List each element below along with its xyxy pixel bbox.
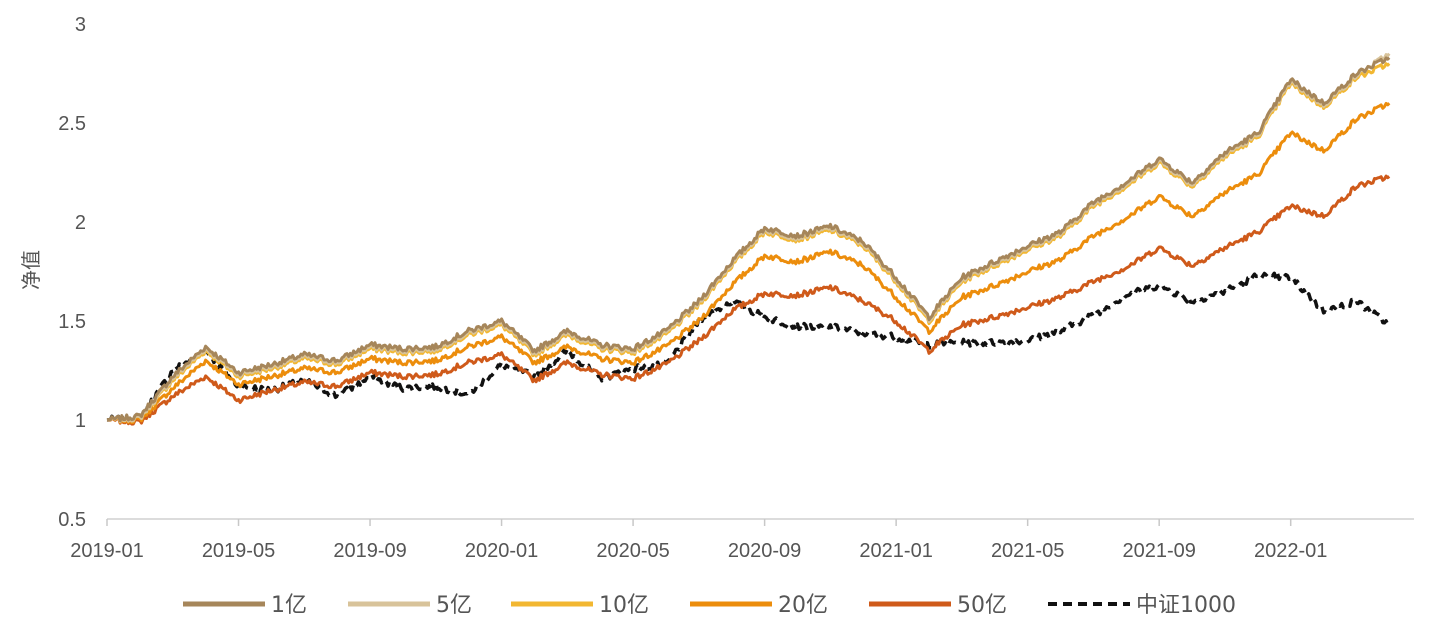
legend-label: 20亿 — [778, 593, 828, 618]
x-axis: 2019-01 2019-05 2019-09 2020-01 2020-05 2020-… — [70, 518, 1414, 562]
x-tick-label: 2021-09 — [1122, 540, 1195, 562]
y-tick-label: 1 — [75, 410, 86, 432]
y-tick-label: 2.5 — [58, 113, 86, 135]
series-line — [106, 271, 1390, 424]
x-tick-label: 2020-05 — [596, 540, 669, 562]
x-tick-label: 2021-05 — [991, 540, 1064, 562]
y-tick-label: 3 — [75, 14, 86, 36]
x-tick-label: 2022-01 — [1254, 540, 1327, 562]
x-tick-label: 2021-01 — [859, 540, 932, 562]
legend-label: 10亿 — [599, 593, 649, 618]
x-tick-label: 2020-09 — [728, 540, 801, 562]
series-line — [106, 56, 1391, 423]
x-tick-label: 2019-09 — [333, 540, 406, 562]
x-tick-label: 2020-01 — [465, 540, 538, 562]
series-line — [106, 62, 1391, 424]
y-tick-label: 1.5 — [58, 311, 86, 333]
series-line — [107, 102, 1391, 425]
x-tick-label: 2019-01 — [70, 540, 143, 562]
y-axis-label: 净值 — [19, 250, 43, 290]
legend-label: 1亿 — [271, 593, 307, 618]
legend-label: 50亿 — [957, 593, 1007, 618]
y-axis-title: 净值 — [19, 250, 43, 290]
y-tick-label: 2 — [75, 212, 86, 234]
legend-label: 中证1000 — [1136, 593, 1236, 618]
y-tick-labels: 0.5 1 1.5 2 2.5 3 — [58, 14, 86, 531]
series-line — [106, 52, 1391, 424]
x-tick-label: 2019-05 — [202, 540, 275, 562]
legend: 1亿 5亿 10亿 20亿 50亿 中证1000 — [183, 593, 1236, 618]
series-line — [106, 174, 1391, 426]
series-lines — [106, 52, 1391, 426]
y-tick-label: 0.5 — [58, 509, 86, 531]
legend-label: 5亿 — [436, 593, 472, 618]
